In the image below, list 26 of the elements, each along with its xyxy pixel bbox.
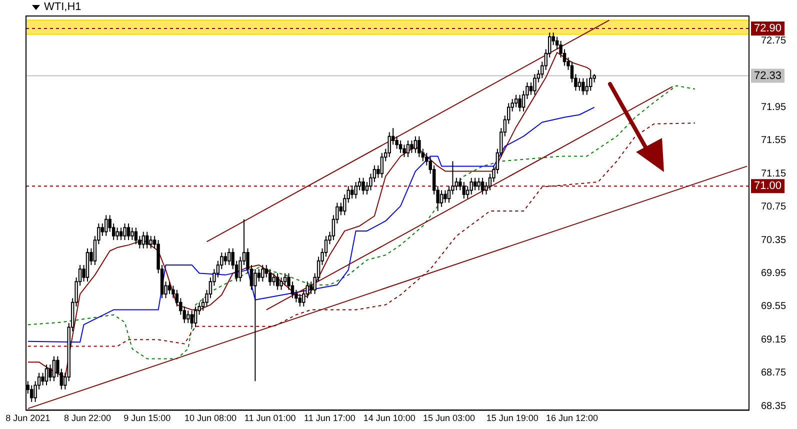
y-tick-label: 70.35 xyxy=(761,234,786,246)
y-tick-label: 69.55 xyxy=(761,301,786,312)
y-tick-label: 69.15 xyxy=(761,334,786,346)
y-tick-label: 69.95 xyxy=(761,268,786,280)
x-tick-label: 9 Jun 15:00 xyxy=(124,413,171,424)
y-tick-label: 71.55 xyxy=(761,135,786,146)
x-tick-label: 10 Jun 08:00 xyxy=(184,413,236,424)
ref-line-label: 71.00 xyxy=(754,180,782,192)
y-tick-label: 71.95 xyxy=(761,102,786,114)
y-tick-label: 68.35 xyxy=(761,400,786,412)
ref-line-label: 72.33 xyxy=(754,70,782,82)
line-series xyxy=(27,85,696,360)
x-tick-label: 14 Jun 10:00 xyxy=(363,413,416,424)
chart-title: WTI,H1 xyxy=(44,1,82,14)
y-tick-label: 70.75 xyxy=(761,202,786,213)
y-tick-label: 68.75 xyxy=(761,368,786,379)
x-tick-label: 8 Jun 22:00 xyxy=(64,413,112,424)
x-tick-label: 15 Jun 19:00 xyxy=(486,413,538,424)
x-tick-label: 8 Jun 2021 xyxy=(6,413,50,424)
x-tick-label: 11 Jun 01:00 xyxy=(244,413,296,424)
y-tick-label: 72.75 xyxy=(761,36,786,47)
y-tick-label: 71.15 xyxy=(761,168,786,180)
x-tick-label: 16 Jun 12:00 xyxy=(546,413,598,424)
x-tick-label: 15 Jun 03:00 xyxy=(422,413,476,424)
ref-line-label: 72.90 xyxy=(754,22,782,34)
x-tick-label: 11 Jun 17:00 xyxy=(304,413,356,424)
